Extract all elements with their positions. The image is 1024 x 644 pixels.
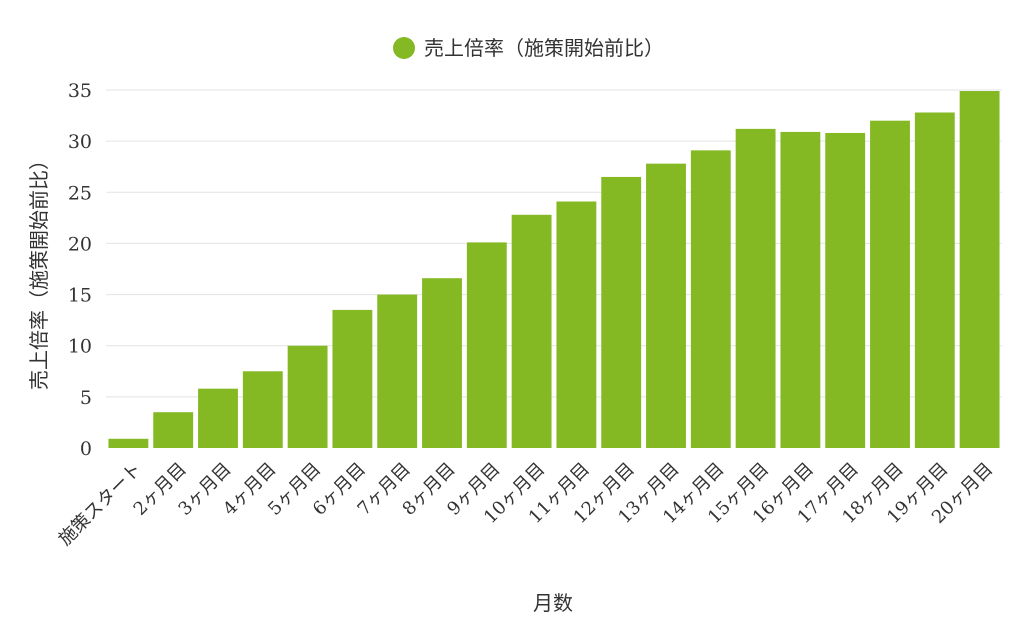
y-axis-title: 売上倍率（施策開始前比） bbox=[27, 150, 51, 390]
gridlines bbox=[106, 89, 1002, 398]
bar bbox=[108, 438, 149, 448]
bar bbox=[198, 388, 238, 448]
legend: 売上倍率（施策開始前比） bbox=[393, 36, 664, 60]
y-tick-label: 10 bbox=[68, 336, 92, 358]
bar bbox=[601, 176, 642, 448]
y-tick-label: 35 bbox=[68, 80, 92, 102]
legend-marker bbox=[393, 37, 415, 59]
bar bbox=[287, 345, 328, 448]
bar bbox=[377, 294, 418, 448]
y-tick-label: 30 bbox=[68, 131, 92, 153]
bar bbox=[646, 163, 686, 448]
y-tick-label: 15 bbox=[68, 285, 92, 307]
bar bbox=[914, 112, 955, 448]
legend-label: 売上倍率（施策開始前比） bbox=[424, 36, 664, 60]
bar bbox=[556, 201, 597, 448]
bar bbox=[422, 278, 462, 448]
x-axis-ticks: 施策スタート2ヶ月目3ヶ月目4ヶ月目5ヶ月目6ヶ月目7ヶ月目8ヶ月目9ヶ月目10… bbox=[55, 459, 997, 550]
y-tick-label: 5 bbox=[80, 387, 92, 409]
y-tick-label: 25 bbox=[68, 182, 92, 204]
bar bbox=[780, 131, 821, 449]
bar bbox=[466, 242, 507, 448]
bar bbox=[735, 128, 776, 448]
y-axis-ticks: 0 5 10 15 20 25 30 35 bbox=[68, 80, 92, 460]
y-tick-label: 0 bbox=[80, 438, 92, 460]
y-tick-label: 20 bbox=[68, 233, 92, 255]
bar bbox=[242, 371, 283, 448]
bar bbox=[870, 120, 910, 448]
bar bbox=[153, 412, 194, 448]
x-axis-title: 月数 bbox=[533, 591, 573, 615]
bar bbox=[959, 91, 1000, 448]
bar bbox=[690, 150, 731, 448]
bar bbox=[511, 214, 552, 448]
bar bbox=[332, 309, 373, 448]
bars bbox=[108, 91, 1000, 449]
bar bbox=[825, 132, 866, 448]
